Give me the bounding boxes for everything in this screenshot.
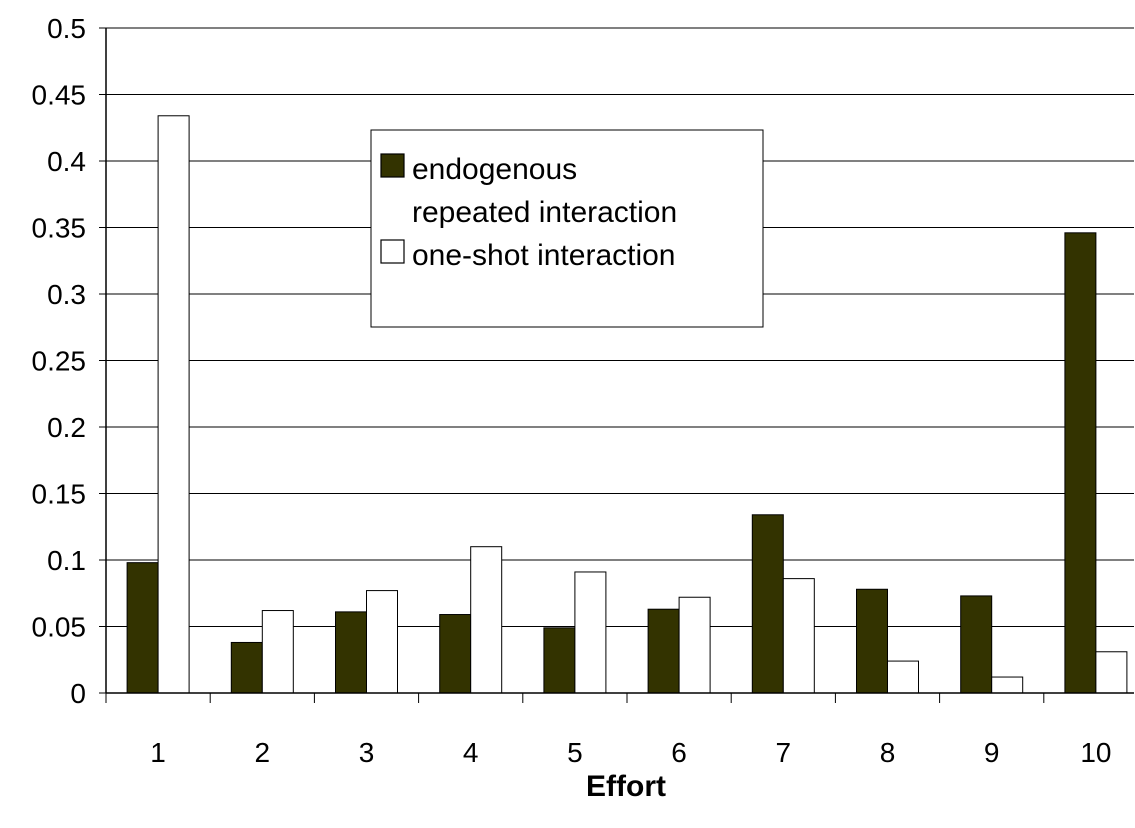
legend-label: repeated interaction <box>412 196 677 229</box>
x-tick-label: 3 <box>359 737 375 768</box>
y-tick-label: 0.3 <box>47 279 86 310</box>
bar-one-shot-2 <box>261 610 294 694</box>
bar-endogenous-1 <box>126 562 159 694</box>
legend: endogenous repeated interaction one-shot i… <box>370 129 764 328</box>
y-tick-label: 0.1 <box>47 545 86 576</box>
bar-endogenous-3 <box>335 611 367 694</box>
bar-one-shot-4 <box>470 546 503 694</box>
legend-label: one-shot interaction <box>412 239 676 272</box>
bar-one-shot-8 <box>887 660 919 694</box>
y-tick-label: 0.05 <box>32 612 87 643</box>
bars <box>126 115 1128 694</box>
bar-one-shot-1 <box>157 115 190 694</box>
bar-one-shot-6 <box>678 596 711 694</box>
y-tick-label: 0.45 <box>32 80 87 111</box>
bar-one-shot-10 <box>1095 651 1128 694</box>
x-tick-label: 1 <box>150 737 166 768</box>
y-tick-label: 0.15 <box>32 479 87 510</box>
x-tick-label: 5 <box>567 737 583 768</box>
y-tick-label: 0 <box>70 678 86 709</box>
bar-one-shot-3 <box>366 590 398 694</box>
y-tick-label: 0.35 <box>32 213 87 244</box>
x-tick-label: 8 <box>880 737 896 768</box>
bar-endogenous-9 <box>960 595 993 694</box>
axes <box>105 28 1134 694</box>
y-tick-label: 0.4 <box>47 146 86 177</box>
bar-endogenous-4 <box>439 614 472 694</box>
x-tick-label: 4 <box>463 737 479 768</box>
x-tick-label: 10 <box>1080 737 1111 768</box>
legend-box <box>370 129 764 328</box>
bar-endogenous-7 <box>751 514 784 694</box>
x-tick-label: 9 <box>984 737 1000 768</box>
legend-label: endogenous <box>412 153 577 186</box>
x-axis-title: Effort <box>586 770 666 803</box>
bar-endogenous-5 <box>543 627 576 694</box>
bar-one-shot-5 <box>574 571 607 694</box>
x-tick-labels: 1 2 3 4 5 6 7 8 9 10 <box>105 693 1111 768</box>
x-tick-label: 2 <box>255 737 271 768</box>
bar-endogenous-8 <box>856 588 888 694</box>
y-tick-label: 0.5 <box>47 13 86 44</box>
y-tick-label: 0.2 <box>47 412 86 443</box>
gridlines <box>99 27 1134 694</box>
bar-endogenous-6 <box>647 608 680 694</box>
bar-endogenous-2 <box>230 641 263 694</box>
x-tick-label: 7 <box>776 737 792 768</box>
y-tick-labels: 0 0.05 0.1 0.15 0.2 0.25 0.3 0.35 0.4 0.45 0.5 <box>32 13 87 709</box>
legend-swatch-one-shot <box>380 239 405 264</box>
bar-endogenous-10 <box>1064 232 1097 694</box>
bar-one-shot-9 <box>991 676 1024 694</box>
y-tick-label: 0.25 <box>32 346 87 377</box>
legend-swatch-endogenous <box>380 153 405 178</box>
bar-one-shot-7 <box>782 578 815 694</box>
x-tick-label: 6 <box>671 737 687 768</box>
